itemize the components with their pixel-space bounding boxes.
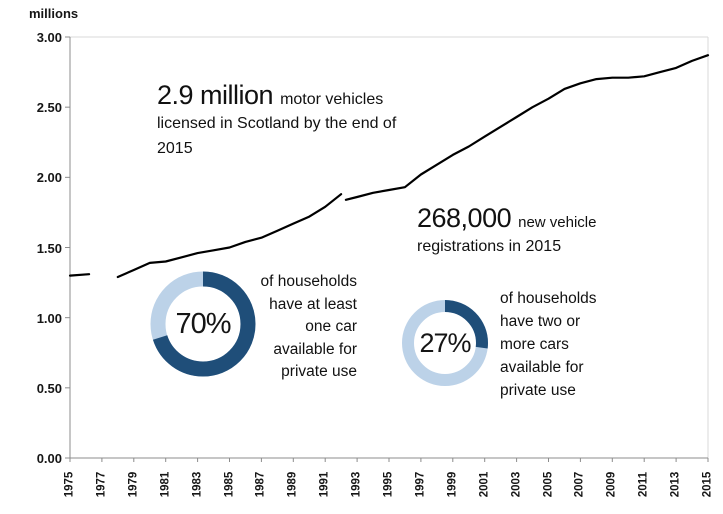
x-tick-label: 2013 — [669, 471, 682, 498]
donut-27-percent: 27% — [397, 295, 493, 391]
x-tick-label: 1989 — [286, 471, 299, 498]
caption-line: private use — [281, 363, 357, 380]
caption-line: more cars — [500, 336, 569, 353]
x-tick-label: 2003 — [510, 471, 523, 498]
y-tick-label: 0.00 — [36, 451, 62, 466]
x-tick-label: 1987 — [254, 471, 267, 498]
x-tick-label: 1985 — [223, 471, 235, 498]
donut-70-percent: 70% — [147, 268, 259, 380]
caption-line: have at least — [269, 295, 357, 313]
donut-percentage-label: 27% — [419, 327, 471, 358]
donut-70-caption: of households have at least one car avai… — [260, 271, 357, 384]
x-tick-label: 1995 — [382, 471, 395, 498]
caption-line: one car — [305, 318, 357, 335]
annotation-new-registrations: 268,000 new vehicle registrations in 2015 — [417, 203, 677, 259]
x-tick-label: 2001 — [478, 471, 491, 498]
x-tick-label: 1981 — [159, 471, 172, 498]
y-tick-label: 1.50 — [36, 240, 62, 256]
x-tick-label: 1999 — [446, 471, 459, 498]
donut-27-caption: of households have two or more cars avai… — [500, 287, 597, 402]
annotation-line-1: 2.9 million motor vehicles — [157, 80, 447, 111]
caption-line: private use — [500, 382, 576, 399]
y-tick-label: 2.00 — [36, 170, 62, 186]
annotation-line-3: 2015 — [157, 140, 193, 157]
annotation-big-number: 2.9 million — [157, 80, 274, 110]
caption-line: of households — [500, 290, 597, 307]
y-tick-label: 0.50 — [36, 380, 62, 396]
donut-percentage-label: 70% — [175, 307, 231, 340]
annotation-suffix: new vehicle — [518, 214, 597, 231]
annotation-line-2: licensed in Scotland by the end of — [157, 115, 397, 132]
x-tick-label: 2011 — [637, 472, 650, 497]
donut-arc — [150, 271, 256, 377]
y-tick-label: 1.00 — [36, 310, 62, 326]
x-tick-label: 1997 — [414, 471, 427, 498]
x-tick-label: 2015 — [701, 471, 714, 498]
caption-line: have two or — [500, 313, 581, 330]
y-axis-title: millions — [29, 6, 79, 21]
annotation-licensed-vehicles: 2.9 million motor vehicles licensed in Sc… — [157, 80, 447, 161]
y-tick-label: 3.00 — [36, 30, 62, 45]
x-tick-label: 2007 — [573, 471, 586, 498]
x-tick-label: 1977 — [95, 471, 108, 498]
donut-ring — [402, 300, 488, 386]
x-tick-label: 2009 — [605, 471, 618, 498]
annotation-big-number: 268,000 — [417, 203, 512, 233]
annotation-line-2: registrations in 2015 — [417, 238, 562, 255]
caption-line: available for — [500, 359, 584, 376]
x-tick-label: 1975 — [63, 471, 76, 498]
x-tick-label: 1979 — [127, 471, 140, 498]
caption-line: of households — [260, 273, 357, 290]
x-tick-label: 1983 — [191, 471, 204, 498]
donut-arc — [402, 300, 488, 386]
x-tick-label: 1993 — [350, 471, 363, 498]
caption-line: available for — [273, 340, 357, 358]
x-tick-label: 2005 — [542, 471, 554, 498]
annotation-suffix: motor vehicles — [280, 91, 384, 108]
donut-ring — [150, 271, 256, 377]
x-tick-label: 1991 — [318, 471, 331, 498]
annotation-line-1: 268,000 new vehicle — [417, 203, 677, 234]
y-tick-label: 2.50 — [36, 100, 62, 116]
